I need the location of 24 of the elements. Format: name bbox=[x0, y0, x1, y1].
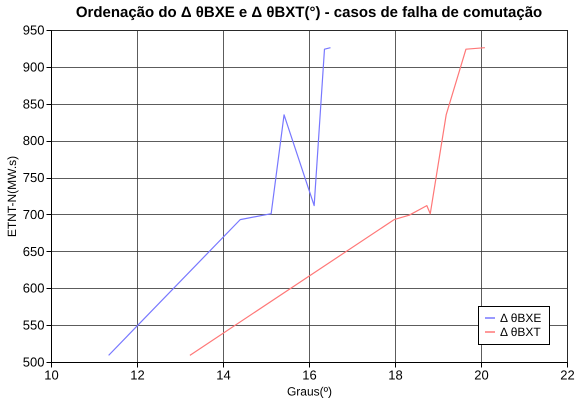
legend-label: Δ θBXE bbox=[500, 311, 542, 325]
chart-title: Ordenação do Δ θBXE e Δ θBXT(°) - casos de falha de comutação bbox=[76, 4, 542, 21]
y-tick-label: 650 bbox=[22, 244, 44, 259]
y-tick-label: 550 bbox=[22, 318, 44, 333]
y-tick-label: 500 bbox=[22, 354, 44, 370]
y-tick-label: 950 bbox=[22, 22, 44, 38]
x-tick-label: 22 bbox=[560, 368, 575, 382]
y-tick-label: 750 bbox=[22, 170, 44, 186]
y-tick-label: 850 bbox=[22, 96, 44, 112]
y-tick-label: 600 bbox=[22, 280, 44, 296]
y-tick-label: 700 bbox=[22, 206, 44, 222]
y-axis-title: ETNT-N(MW.s) bbox=[4, 156, 19, 238]
x-tick-label: 18 bbox=[388, 368, 403, 382]
y-tick-label: 900 bbox=[22, 59, 44, 74]
x-tick-label: 14 bbox=[216, 368, 231, 382]
x-tick-label: 16 bbox=[302, 368, 317, 382]
legend-label: Δ θBXT bbox=[500, 325, 542, 339]
x-axis-title: Graus(º) bbox=[286, 384, 332, 398]
line-series bbox=[108, 47, 332, 356]
line-series bbox=[189, 47, 486, 356]
y-tick-label: 800 bbox=[22, 133, 44, 148]
x-tick-label: 12 bbox=[130, 368, 145, 382]
x-tick-label: 20 bbox=[474, 368, 489, 382]
x-tick-label: 10 bbox=[44, 368, 59, 382]
